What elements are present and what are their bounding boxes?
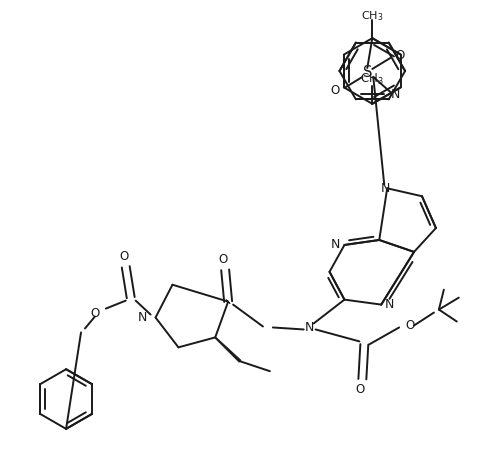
Text: N: N: [381, 182, 390, 195]
Text: CH$_3$: CH$_3$: [360, 73, 384, 88]
Text: O: O: [90, 307, 100, 320]
Text: N: N: [385, 298, 395, 311]
Text: N: N: [305, 321, 314, 334]
Text: N: N: [138, 311, 148, 324]
Polygon shape: [226, 300, 230, 304]
Text: O: O: [219, 254, 228, 266]
Text: N: N: [331, 238, 341, 251]
Text: O: O: [356, 383, 365, 396]
Text: CH$_3$: CH$_3$: [361, 9, 384, 23]
Polygon shape: [214, 337, 241, 362]
Text: O: O: [330, 84, 339, 97]
Text: O: O: [119, 250, 129, 264]
Text: O: O: [405, 319, 415, 332]
Text: S: S: [363, 65, 372, 81]
Text: N: N: [391, 88, 400, 101]
Text: O: O: [396, 48, 405, 62]
